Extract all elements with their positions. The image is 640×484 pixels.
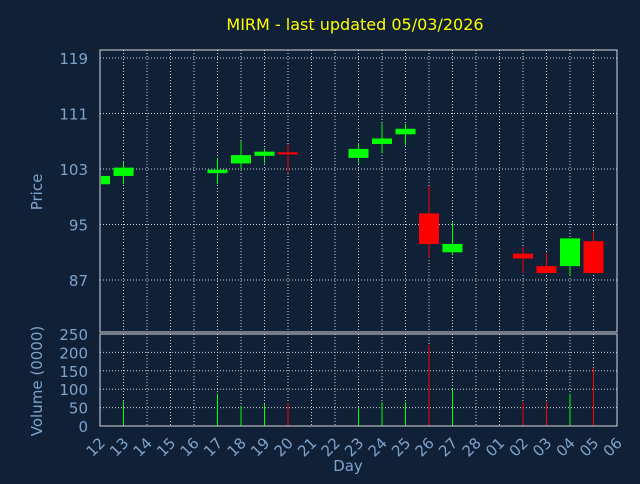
price-tick-label: 111 — [59, 106, 88, 124]
price-tick-label: 103 — [59, 161, 88, 179]
volume-tick-label: 250 — [59, 326, 88, 344]
volume-tick-label: 0 — [78, 418, 88, 436]
candle-body — [348, 148, 369, 158]
price-panel-frame — [99, 49, 618, 333]
volume-panel-frame — [99, 333, 618, 427]
price-panel — [99, 123, 604, 276]
candle-body — [442, 243, 463, 253]
candle-body — [254, 151, 275, 156]
x-axis-label: Day — [333, 457, 363, 475]
candle-body — [101, 175, 110, 185]
candle-body — [419, 213, 439, 244]
volume-panel — [123, 345, 594, 426]
volume-tick-label: 100 — [59, 381, 88, 399]
candle-body — [231, 155, 251, 164]
candle-body — [583, 241, 604, 274]
volume-tick-label: 150 — [59, 363, 88, 381]
candle-body — [536, 266, 557, 274]
chart-title: MIRM - last updated 05/03/2026 — [226, 15, 483, 34]
candle-body — [395, 128, 416, 135]
candle-body — [560, 238, 580, 267]
price-tick-label: 95 — [69, 217, 88, 235]
grid-layer — [100, 50, 617, 426]
volume-axis-label: Volume (0000) — [28, 326, 46, 436]
price-axis-label: Price — [28, 174, 46, 211]
price-tick-label: 119 — [59, 50, 88, 68]
candle-body — [207, 169, 228, 174]
volume-tick-label: 50 — [69, 400, 88, 418]
candle-body — [372, 138, 392, 145]
price-tick-label: 87 — [69, 272, 88, 290]
candle-body — [278, 152, 298, 155]
volume-tick-label: 200 — [59, 344, 88, 362]
candle-body — [513, 253, 533, 259]
candle-body — [113, 167, 134, 176]
